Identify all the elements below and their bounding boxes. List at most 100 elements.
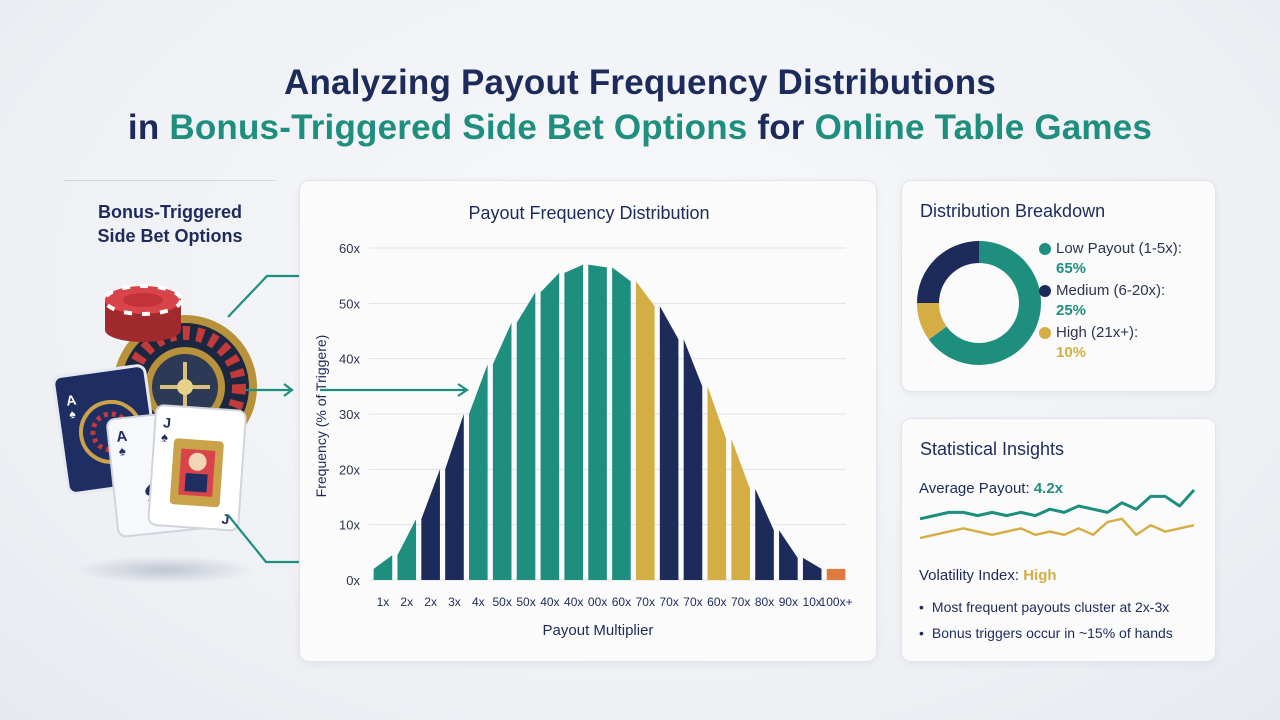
x-tick-label: 70x [731, 595, 750, 609]
bar [564, 264, 584, 580]
chart-title: Payout Frequency Distribution [468, 203, 710, 223]
bar [540, 272, 560, 580]
jack-card-icon: J ♠ J [147, 404, 247, 532]
left-divider [64, 180, 276, 181]
x-tick-label: 60x [707, 595, 726, 609]
y-tick-label: 60x [339, 241, 360, 256]
bar [635, 281, 655, 580]
bar [516, 292, 536, 580]
x-tick-label: 80x [755, 595, 774, 609]
statistical-insights-card: Statistical Insights [901, 418, 1216, 662]
x-tick-label: 60x [612, 595, 631, 609]
legend-low-pct: 65% [1056, 260, 1087, 277]
bar [492, 322, 512, 580]
side-bet-label-line-2: Side Bet Options [97, 226, 243, 246]
svg-text:J: J [221, 511, 230, 528]
x-tick-label: 50x [492, 595, 511, 609]
insights-title: Statistical Insights [920, 439, 1065, 459]
legend-low-dot [1039, 243, 1051, 255]
x-tick-label: 40x [564, 595, 583, 609]
x-tick-label: 2x [400, 595, 413, 609]
frequency-chart-card: Payout Frequency Distribution [299, 180, 877, 662]
volatility-value: High [1023, 567, 1057, 584]
x-tick-label: 90x [779, 595, 798, 609]
breakdown-title: Distribution Breakdown [920, 201, 1106, 221]
legend-medium-pct: 25% [1056, 302, 1087, 319]
y-tick-label: 10x [339, 518, 360, 533]
bar [659, 306, 679, 580]
bar [755, 488, 774, 580]
legend-high: High (21x+): 10% [1039, 323, 1139, 363]
x-tick-label: 1x [377, 595, 390, 609]
donut-slice [917, 303, 947, 340]
title-accent-1: Bonus-Triggered Side Bet Options [169, 108, 748, 147]
y-tick-label: 40x [339, 352, 360, 367]
svg-text:♠: ♠ [68, 407, 77, 422]
page-title: Analyzing Payout Frequency Distributions… [0, 60, 1280, 150]
y-axis-label: Frequency (% of Triggere) [313, 335, 329, 498]
bar [397, 519, 417, 580]
insight-bullet-1: Most frequent payouts cluster at 2x-3x [919, 599, 1169, 615]
bar [612, 267, 631, 580]
x-tick-label: 40x [540, 595, 559, 609]
x-tick-label: 100x+ [820, 595, 853, 609]
sparkline-series [919, 488, 1196, 521]
legend-medium-dot [1039, 285, 1051, 297]
x-tick-label: 70x [683, 595, 702, 609]
x-tick-label: 3x [448, 595, 461, 609]
legend-medium-label: Medium (6-20x): [1056, 282, 1166, 299]
bar [373, 555, 393, 580]
chart-arrow-icon [320, 383, 469, 397]
sparkline-series [919, 517, 1195, 540]
x-axis-label: Payout Multiplier [543, 622, 654, 639]
side-bet-label: Bonus-Triggered Side Bet Options [64, 200, 276, 248]
x-tick-label: 70x [636, 595, 655, 609]
svg-text:A: A [115, 428, 128, 446]
bar [731, 438, 750, 580]
poker-chips-icon [103, 284, 183, 342]
y-tick-label: 50x [339, 296, 360, 311]
svg-text:A: A [65, 392, 77, 409]
svg-text:J: J [163, 414, 172, 431]
bar [683, 339, 703, 580]
legend-high-dot [1039, 327, 1051, 339]
distribution-donut-chart [917, 241, 1041, 365]
casino-illustration: A ♠ A ♠ ♠ J ♠ J [52, 269, 325, 584]
average-payout-value: 4.2x [1033, 480, 1064, 497]
bar [588, 264, 607, 580]
insights-sparkline [919, 488, 1196, 540]
x-tick-label: 50x [516, 595, 535, 609]
title-accent-2: Online Table Games [814, 108, 1153, 147]
x-tick-label: 70x [659, 595, 678, 609]
volatility-label: Volatility Index: [919, 567, 1024, 584]
insight-bullet-2: Bonus triggers occur in ~15% of hands [919, 625, 1173, 641]
legend-low-label: Low Payout (1-5x): [1056, 240, 1182, 257]
side-bet-label-line-1: Bonus-Triggered [97, 202, 242, 222]
bar [802, 557, 822, 580]
donut-slice [928, 241, 1041, 365]
legend-high-pct: 10% [1056, 344, 1087, 361]
y-tick-label: 20x [339, 462, 360, 477]
svg-text:♠: ♠ [161, 429, 169, 444]
frequency-bar-chart: 0x 10x 20x 30x 40x 50x 60x 1x 2x 2x 3x 4x 50x 50x 40x… [313, 241, 853, 639]
title-line-2-mid: for [747, 108, 815, 147]
bar [779, 530, 798, 580]
legend-high-label: High (21x+): [1056, 324, 1139, 341]
x-tick-label: 10x [803, 595, 822, 609]
average-payout-label: Average Payout: [919, 480, 1034, 497]
average-payout: Average Payout: 4.2x [919, 480, 1063, 497]
title-line-2: in Bonus-Triggered Side Bet Options for … [0, 105, 1280, 150]
title-line-2-pre: in [127, 108, 170, 147]
legend-low: Low Payout (1-5x): 65% [1039, 239, 1182, 279]
y-tick-label: 30x [339, 407, 360, 422]
bar [421, 469, 440, 580]
x-tick-label: 2x [424, 595, 437, 609]
svg-text:♠: ♠ [118, 443, 127, 459]
bar [469, 364, 488, 580]
donut-slice [917, 241, 979, 303]
y-tick-label: 0x [346, 573, 360, 588]
legend-medium: Medium (6-20x): 25% [1039, 281, 1166, 321]
bar [826, 568, 846, 580]
title-line-1: Analyzing Payout Frequency Distributions [284, 63, 996, 102]
volatility-index: Volatility Index: High [919, 567, 1057, 584]
